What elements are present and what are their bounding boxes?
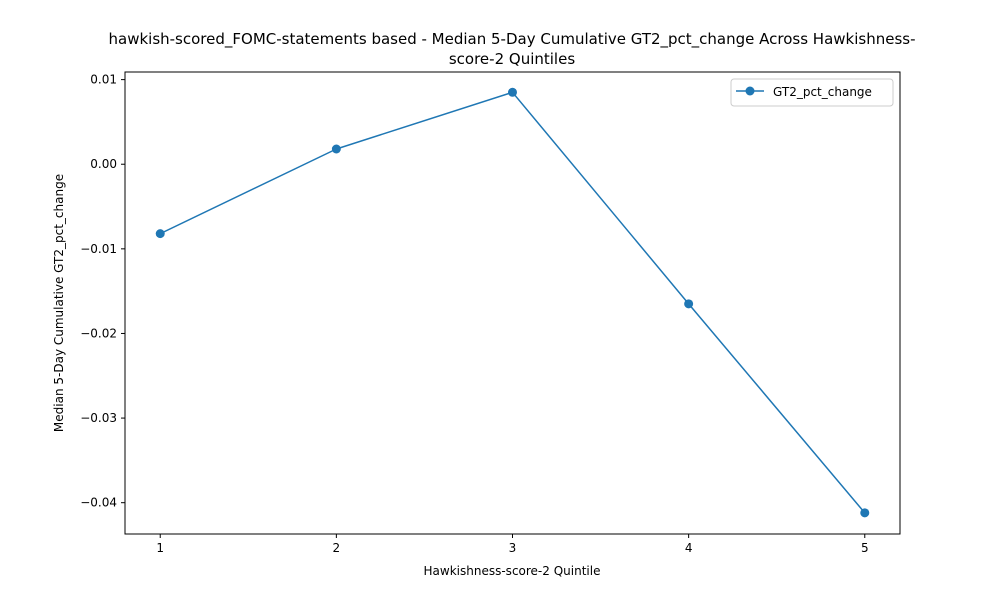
x-tick-label: 5 (861, 541, 869, 555)
x-tick-label: 1 (156, 541, 164, 555)
legend: GT2_pct_change (730, 78, 894, 107)
x-tick-label: 3 (509, 541, 517, 555)
plot-content (155, 87, 870, 518)
data-point-q2 (331, 144, 341, 154)
y-axis-ticks: 0.01 0.00 −0.01 −0.02 −0.03 −0.04 (80, 73, 125, 510)
data-point-q1 (155, 229, 165, 239)
y-tick-label: −0.02 (80, 326, 117, 340)
x-tick-label: 4 (685, 541, 693, 555)
chart-title-line-2: score-2 Quintiles (449, 50, 575, 68)
legend-marker-swatch (745, 86, 755, 96)
x-tick-label: 2 (333, 541, 341, 555)
chart-title-line-1: hawkish-scored_FOMC-statements based - M… (109, 30, 916, 49)
y-axis-label: Median 5-Day Cumulative GT2_pct_change (52, 174, 66, 432)
data-point-q3 (508, 87, 517, 97)
x-axis-label: Hawkishness-score-2 Quintile (424, 564, 601, 578)
x-axis-ticks: 1 2 3 4 5 (156, 534, 869, 555)
legend-box (730, 78, 894, 107)
legend-label-gt2-pct-change: GT2_pct_change (773, 85, 872, 99)
data-point-q4 (684, 299, 694, 309)
y-tick-label: 0.01 (90, 73, 117, 87)
data-point-q5 (860, 508, 870, 518)
y-tick-label: 0.00 (90, 157, 117, 171)
y-tick-label: −0.01 (80, 242, 117, 256)
y-tick-label: −0.03 (80, 411, 117, 425)
y-tick-label: −0.04 (80, 496, 117, 510)
